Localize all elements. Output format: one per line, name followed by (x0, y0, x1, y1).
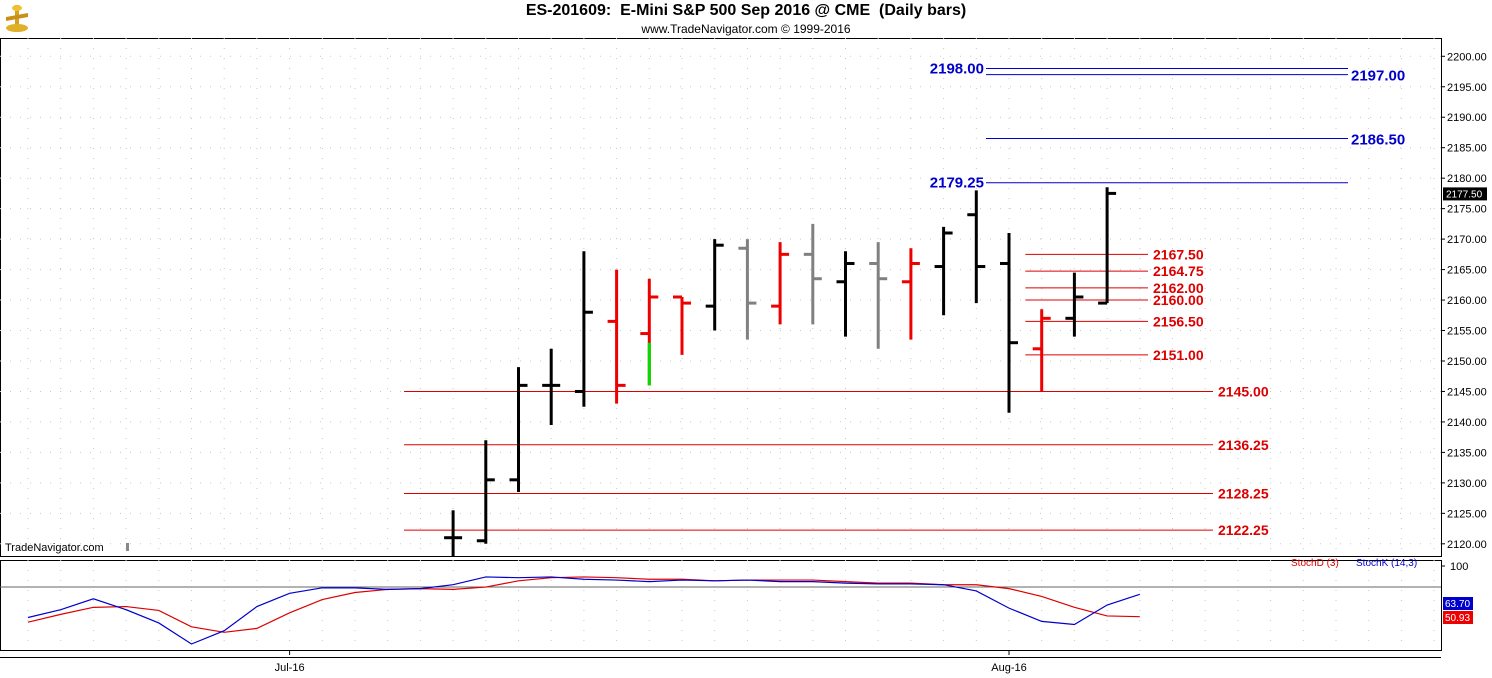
y-tick-label: 2190.00 (1447, 112, 1487, 124)
ohlc-bar (444, 510, 463, 556)
ohlc-bar (476, 440, 495, 544)
resistance-label: 2198.00 (930, 60, 984, 77)
support-label: 2156.50 (1153, 313, 1204, 329)
support-label: 2128.25 (1218, 486, 1269, 502)
ohlc-bar (607, 269, 626, 404)
y-tick-label: 2130.00 (1447, 478, 1487, 490)
ohlc-bar (738, 239, 757, 340)
stoch-k-value-label: 63.70 (1445, 599, 1470, 610)
ohlc-bar (869, 242, 888, 349)
stochastic-y-label: 100 (1450, 561, 1468, 573)
support-label: 2145.00 (1218, 383, 1269, 399)
ohlc-bar (705, 239, 724, 331)
ohlc-bar (673, 295, 691, 355)
y-tick-label: 2150.00 (1447, 356, 1487, 368)
ohlc-bar (803, 223, 822, 325)
ohlc-bar (574, 251, 593, 407)
last-price-marker (1443, 187, 1487, 201)
ohlc-bar (509, 367, 528, 493)
x-tick-label: Jul-16 (275, 662, 305, 674)
y-tick-label: 2180.00 (1447, 173, 1487, 185)
y-tick-label: 2165.00 (1447, 265, 1487, 277)
y-tick-label: 2200.00 (1447, 51, 1487, 63)
y-tick-label: 2145.00 (1447, 386, 1487, 398)
support-label: 2136.25 (1218, 437, 1269, 453)
chart-title: ES-201609: E-Mini S&P 500 Sep 2016 @ CME… (525, 2, 967, 19)
support-label: 2167.50 (1153, 246, 1204, 262)
stoch-k-line (27, 576, 1140, 645)
stoch-d-value-label: 50.93 (1445, 613, 1470, 624)
support-label: 2162.00 (1153, 280, 1204, 296)
support-label: 2160.00 (1153, 292, 1204, 308)
ohlc-bar (1065, 272, 1084, 337)
y-tick-label: 2195.00 (1447, 82, 1487, 94)
ohlc-bar (1098, 187, 1117, 305)
x-tick-label: Aug-16 (991, 662, 1026, 674)
stoch-d-value-marker (1443, 611, 1473, 624)
panel-splitter-handle (126, 543, 129, 551)
y-tick-label: 2160.00 (1447, 295, 1487, 307)
y-tick-label: 2125.00 (1447, 508, 1487, 520)
resistance-label: 2186.50 (1351, 132, 1405, 149)
resistance-label: 2179.25 (930, 175, 984, 192)
ohlc-bar (640, 278, 659, 386)
stoch-k-value-marker (1443, 597, 1473, 610)
support-label: 2164.75 (1153, 263, 1204, 279)
y-tick-label: 2170.00 (1447, 234, 1487, 246)
trade-navigator-logo-icon (6, 5, 28, 32)
ohlc-bar (1032, 309, 1051, 392)
y-tick-label: 2155.00 (1447, 326, 1487, 338)
y-tick-label: 2120.00 (1447, 539, 1487, 551)
support-label: 2151.00 (1153, 347, 1204, 363)
legend-stoch-d: StochD (3) (1291, 558, 1339, 569)
ohlc-bar (967, 190, 986, 304)
last-price-label: 2177.50 (1446, 189, 1483, 200)
ohlc-bar (836, 251, 855, 337)
chart-subtitle: www.TradeNavigator.com © 1999-2016 (641, 22, 851, 36)
y-tick-label: 2135.00 (1447, 447, 1487, 459)
resistance-label: 2197.00 (1351, 68, 1405, 85)
y-tick-label: 2185.00 (1447, 143, 1487, 155)
watermark: TradeNavigator.com (5, 542, 104, 554)
price-panel-frame (0, 38, 1442, 557)
support-label: 2122.25 (1218, 522, 1269, 538)
y-tick-label: 2140.00 (1447, 417, 1487, 429)
legend-stoch-k: StochK (14,3) (1356, 558, 1417, 569)
ohlc-bar (901, 248, 920, 340)
stochastic-panel-frame (0, 560, 1442, 651)
ohlc-bar (934, 226, 953, 316)
stoch-d-line (27, 576, 1140, 633)
y-tick-label: 2175.00 (1447, 204, 1487, 216)
ohlc-bar (771, 242, 790, 325)
ohlc-bar (1000, 233, 1018, 413)
ohlc-bar (542, 348, 561, 425)
